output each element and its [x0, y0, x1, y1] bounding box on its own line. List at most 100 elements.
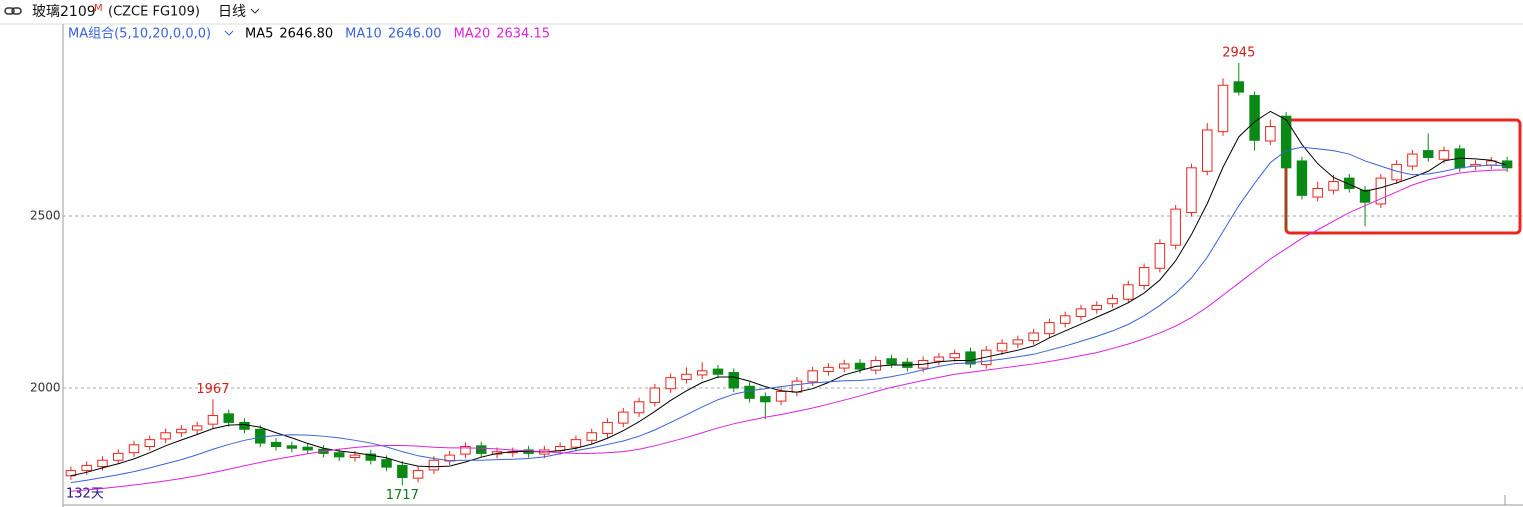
candle-body [349, 454, 361, 459]
candle-body [191, 425, 203, 431]
candle-body [270, 441, 282, 448]
candle-body [633, 401, 645, 414]
candle-body [255, 428, 266, 444]
candle-body [476, 445, 487, 454]
days-label: 132天 [66, 487, 104, 502]
candle-body [791, 380, 803, 393]
candle-body [460, 446, 471, 455]
legend-name: MA5 [245, 27, 273, 42]
candle-body [1296, 160, 1308, 196]
candle-body [160, 432, 171, 440]
candle-body [207, 415, 219, 425]
candle-body [239, 421, 250, 430]
candle-body [286, 445, 298, 449]
candle-body [81, 464, 92, 472]
candle-body [397, 464, 408, 478]
period-chevron[interactable] [250, 8, 260, 14]
symbol-marker: M [94, 3, 103, 14]
candle-body [1359, 189, 1371, 203]
candle-body [1249, 95, 1260, 141]
candle-body [1123, 284, 1134, 300]
candle-body [886, 358, 897, 365]
candle-body [712, 368, 724, 375]
ma-line [70, 110, 1508, 477]
candle-body [870, 359, 882, 371]
candle-body [176, 428, 187, 434]
candle-body [949, 353, 960, 359]
candle-body [1328, 181, 1339, 191]
symbol: 玻璃2109 [32, 3, 96, 20]
candle-body [965, 351, 976, 365]
candle-body [1186, 167, 1197, 214]
candle-body [681, 373, 692, 380]
candle-body [1138, 267, 1150, 286]
y-tick-label: 2500 [30, 208, 61, 222]
candle-body [823, 366, 834, 373]
candle-body [412, 470, 424, 479]
candle-body [570, 439, 582, 448]
candle-body [1375, 177, 1387, 205]
candle-body [1217, 84, 1229, 133]
ma-line [70, 169, 1508, 492]
candle-body [586, 432, 597, 441]
link-icon [4, 7, 22, 15]
candle-body [1265, 126, 1276, 142]
candle-body [1202, 129, 1213, 172]
candle-body [128, 444, 140, 454]
legend-value: 2646.00 [388, 27, 442, 42]
period[interactable]: 日线 [218, 4, 246, 20]
candle-body [696, 370, 708, 376]
candle-body [1107, 298, 1118, 305]
candle-body [1154, 243, 1166, 269]
candle-body [1075, 308, 1087, 317]
candle-body [744, 385, 755, 399]
candle-body [1170, 208, 1181, 246]
candle-body [775, 390, 787, 402]
candle-body [428, 459, 440, 471]
candle-body [113, 452, 124, 461]
candle-body [1012, 339, 1024, 345]
candle-body [665, 377, 676, 390]
ma-group-chevron[interactable] [224, 30, 234, 36]
candle-body [1028, 332, 1039, 342]
candle-body [65, 470, 77, 477]
ma-line [70, 146, 1508, 484]
candle-body [807, 370, 818, 383]
candle-body [602, 421, 613, 434]
symbol-code: (CZCE FG109) [108, 5, 200, 20]
low-label: 1717 [386, 488, 419, 503]
candle-body [365, 453, 376, 461]
candle-body [1044, 322, 1055, 335]
local-high-label: 1967 [196, 382, 229, 397]
candle-body [97, 459, 108, 467]
legend-value: 2634.15 [496, 27, 550, 42]
candle-body [1280, 115, 1292, 169]
candle-body [144, 439, 156, 448]
candle-body [933, 356, 945, 362]
candle-body [302, 446, 313, 451]
candle-body [1059, 315, 1071, 324]
candle-body [649, 387, 661, 403]
y-tick-label: 2000 [30, 381, 61, 395]
candle-body [1233, 81, 1245, 93]
candle-body [1422, 150, 1434, 158]
candle-body [728, 372, 739, 389]
candle-body [1438, 150, 1450, 160]
candle-body [996, 342, 1008, 352]
legend-name: MA10 [345, 27, 382, 42]
candle-body [1407, 153, 1418, 167]
candle-body [618, 411, 629, 424]
candle-body [1091, 304, 1102, 311]
candle-body [1312, 187, 1323, 198]
candle-body [839, 363, 850, 369]
candle-body [760, 396, 771, 403]
candle-body [854, 362, 866, 370]
legend-value: 2646.80 [279, 27, 333, 42]
candle-body [1344, 177, 1355, 189]
ma-group[interactable]: MA组合(5,10,20,0,0,0) [68, 27, 211, 42]
candle-body [381, 459, 392, 468]
candle-body [333, 452, 345, 458]
high-label: 2945 [1222, 45, 1255, 60]
candle-body [223, 413, 234, 423]
